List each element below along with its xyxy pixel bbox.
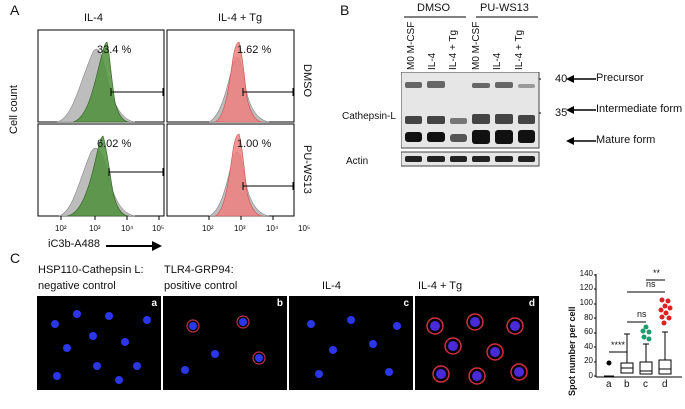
micrograph-tag-c: c [403,298,409,309]
xcat-c: c [643,379,648,390]
band-precursor-2 [427,81,445,88]
band-intermediate-1 [405,116,422,124]
band-precursor-6 [518,84,535,88]
western-blot [401,72,541,167]
lane-label-3: IL-4 + Tg [448,29,459,70]
flow-histogram-grid [37,29,295,220]
micrograph-a: a [37,296,161,390]
ytick-40: 40 [584,342,593,351]
x-axis-arrow-icon [106,241,162,251]
panel-c-label: C [10,250,21,266]
band-precursor-4 [472,83,490,88]
image-title-d: IL-4 + Tg [418,280,463,292]
micrograph-c: c [289,296,413,390]
micrograph-b: b [163,296,287,390]
micrograph-tag-b: b [276,298,283,309]
marker-40: 40 [555,73,568,85]
x-tick-5: 10² [202,224,214,233]
band-intermediate-2 [427,116,445,124]
image-title-a-line2: negative control [38,280,116,292]
outlier-a [606,360,612,366]
x-tick-6: 10³ [234,224,246,233]
x-tick-8: 10⁵ [298,224,311,233]
image-title-c: IL-4 [322,280,341,292]
histogram-il4-green [72,41,130,123]
ytick-0: 0 [588,371,593,380]
band-intermediate-4 [472,114,490,124]
micrograph-tag-d: d [528,298,535,309]
ytick-60: 60 [584,327,593,336]
ytick-80: 80 [584,313,593,322]
micrograph-tag-a: a [151,298,157,309]
micrograph-d: d [415,296,539,390]
band-mature-2 [427,132,445,142]
panel-b-label: B [340,2,350,18]
lane-label-6: IL-4 + Tg [514,29,525,70]
percent-il4tg-dmso: 1.62 % [237,44,272,56]
band-intermediate-3 [450,118,467,124]
spot-boxplot [594,274,682,378]
histogram-tg-red [214,41,264,123]
image-title-b-line1: TLR4-GRP94: [164,264,234,276]
x-tick-2: 10³ [89,224,101,233]
percent-il4-puws13: 6.02 % [97,138,132,150]
lane-label-5: IL-4 [492,52,503,70]
band-mature-5 [495,130,513,144]
xcat-d: d [662,379,668,390]
col-title-il4: IL-4 [84,12,103,24]
sig-a-b: **** [611,340,626,350]
sig-b-c: ns [637,309,647,319]
cathepsin-l-label: Cathepsin-L [342,111,396,122]
group-underlines [404,16,538,18]
x-tick-1: 10² [55,224,67,233]
ytick-20: 20 [584,356,593,365]
ytick-140: 140 [579,269,593,278]
row-label-dmso: DMSO [301,64,313,97]
lane-label-1: M0 M-CSF [406,21,417,70]
image-title-a-line1: HSP110-Cathepsin L: [38,264,144,276]
image-title-b-line2: positive control [164,280,238,292]
y-axis-label: Cell count [8,85,20,134]
row-label-puws13: PU-WS13 [301,145,313,194]
form-arrows [566,75,596,145]
xcat-b: b [624,379,630,390]
form-precursor: Precursor [596,72,644,84]
ytick-120: 120 [579,283,593,292]
col-title-il4-tg: IL-4 + Tg [218,12,263,24]
band-mature-3 [450,134,467,142]
panel-a-label: A [10,2,20,18]
histogram-tg-red-2 [214,133,264,217]
box-d [658,359,672,375]
lane-label-2: IL-4 [427,52,438,70]
band-precursor-5 [495,82,513,88]
actin-label: Actin [346,156,369,167]
band-mature-6 [518,130,535,143]
group-label-puws13: PU-WS13 [480,2,529,14]
percent-il4tg-puws13: 1.00 % [237,138,272,150]
ytick-100: 100 [579,298,593,307]
boxplot-ylabel: Spot number per cell [567,306,577,396]
marker-35: 35 [555,107,568,119]
percent-il4-dmso: 33.4 % [97,44,132,56]
form-mature: Mature form [596,134,656,146]
x-tick-3: 10⁴ [121,224,134,233]
band-intermediate-6 [518,115,535,124]
x-tick-7: 10⁴ [266,224,279,233]
band-intermediate-5 [495,114,513,124]
form-intermediate: Intermediate form [596,103,683,115]
band-precursor-1 [405,82,422,88]
xcat-a: a [606,379,612,390]
x-tick-4: 10⁵ [152,224,165,233]
sig-c-d: ** [653,268,661,278]
band-mature-4 [472,130,490,144]
x-axis-label: iC3b-A488 [48,238,100,250]
lane-label-4: M0 M-CSF [471,21,482,70]
band-mature-1 [405,132,422,142]
histogram-il4-green-2 [66,135,130,217]
box-c [639,361,653,375]
group-label-dmso: DMSO [417,2,450,14]
sig-b-d: ns [646,279,656,289]
